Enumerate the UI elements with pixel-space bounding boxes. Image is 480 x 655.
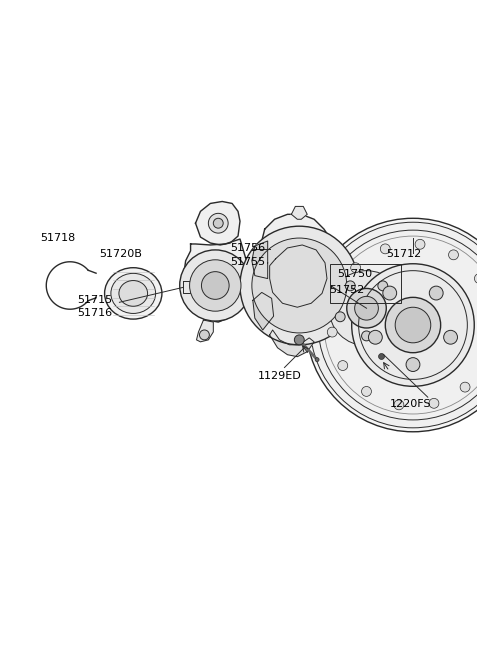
- Circle shape: [335, 312, 345, 322]
- Circle shape: [351, 263, 360, 272]
- Text: 51715: 51715: [77, 295, 112, 305]
- Circle shape: [352, 264, 474, 386]
- Polygon shape: [250, 214, 341, 346]
- Circle shape: [294, 335, 304, 345]
- Circle shape: [355, 296, 378, 320]
- Circle shape: [306, 218, 480, 432]
- Circle shape: [329, 271, 404, 346]
- Circle shape: [378, 281, 388, 291]
- Text: 51755: 51755: [230, 257, 265, 267]
- Circle shape: [369, 330, 382, 344]
- Polygon shape: [291, 206, 307, 219]
- Circle shape: [474, 274, 480, 284]
- Circle shape: [327, 327, 337, 337]
- Polygon shape: [196, 320, 213, 342]
- Ellipse shape: [119, 280, 147, 307]
- Polygon shape: [195, 202, 240, 245]
- Text: 51752: 51752: [329, 284, 364, 295]
- Circle shape: [394, 400, 404, 410]
- Text: 51756: 51756: [230, 243, 265, 253]
- Text: 51750: 51750: [337, 269, 372, 278]
- Text: 51712: 51712: [386, 249, 421, 259]
- Circle shape: [310, 222, 480, 428]
- Circle shape: [406, 358, 420, 371]
- Ellipse shape: [105, 268, 162, 319]
- Circle shape: [208, 214, 228, 233]
- Circle shape: [321, 263, 412, 354]
- Ellipse shape: [111, 273, 156, 314]
- Polygon shape: [270, 245, 327, 307]
- Circle shape: [347, 288, 386, 328]
- Circle shape: [415, 239, 425, 250]
- Text: 1220FS: 1220FS: [390, 399, 432, 409]
- Circle shape: [383, 286, 396, 300]
- Circle shape: [213, 218, 223, 228]
- Circle shape: [460, 382, 470, 392]
- Circle shape: [202, 272, 229, 299]
- Circle shape: [332, 292, 342, 302]
- Circle shape: [429, 398, 439, 408]
- Circle shape: [190, 260, 241, 311]
- Circle shape: [385, 297, 441, 352]
- Circle shape: [379, 354, 384, 360]
- Text: 1129ED: 1129ED: [258, 371, 301, 381]
- Polygon shape: [183, 280, 194, 293]
- Circle shape: [240, 226, 359, 345]
- Circle shape: [395, 307, 431, 343]
- Circle shape: [180, 250, 251, 321]
- Polygon shape: [252, 241, 268, 278]
- Circle shape: [252, 238, 347, 333]
- Text: 51718: 51718: [40, 233, 75, 243]
- Text: 51716: 51716: [77, 309, 112, 318]
- Circle shape: [429, 286, 443, 300]
- Circle shape: [388, 312, 398, 322]
- Circle shape: [200, 330, 209, 340]
- Circle shape: [444, 330, 457, 344]
- Polygon shape: [270, 330, 314, 357]
- Polygon shape: [184, 239, 248, 322]
- Circle shape: [315, 358, 319, 362]
- Circle shape: [338, 361, 348, 371]
- Circle shape: [448, 250, 458, 260]
- Circle shape: [345, 281, 355, 291]
- Circle shape: [361, 386, 372, 396]
- Text: 51720B: 51720B: [100, 249, 143, 259]
- Polygon shape: [253, 292, 274, 330]
- Circle shape: [380, 244, 390, 253]
- Circle shape: [361, 331, 372, 341]
